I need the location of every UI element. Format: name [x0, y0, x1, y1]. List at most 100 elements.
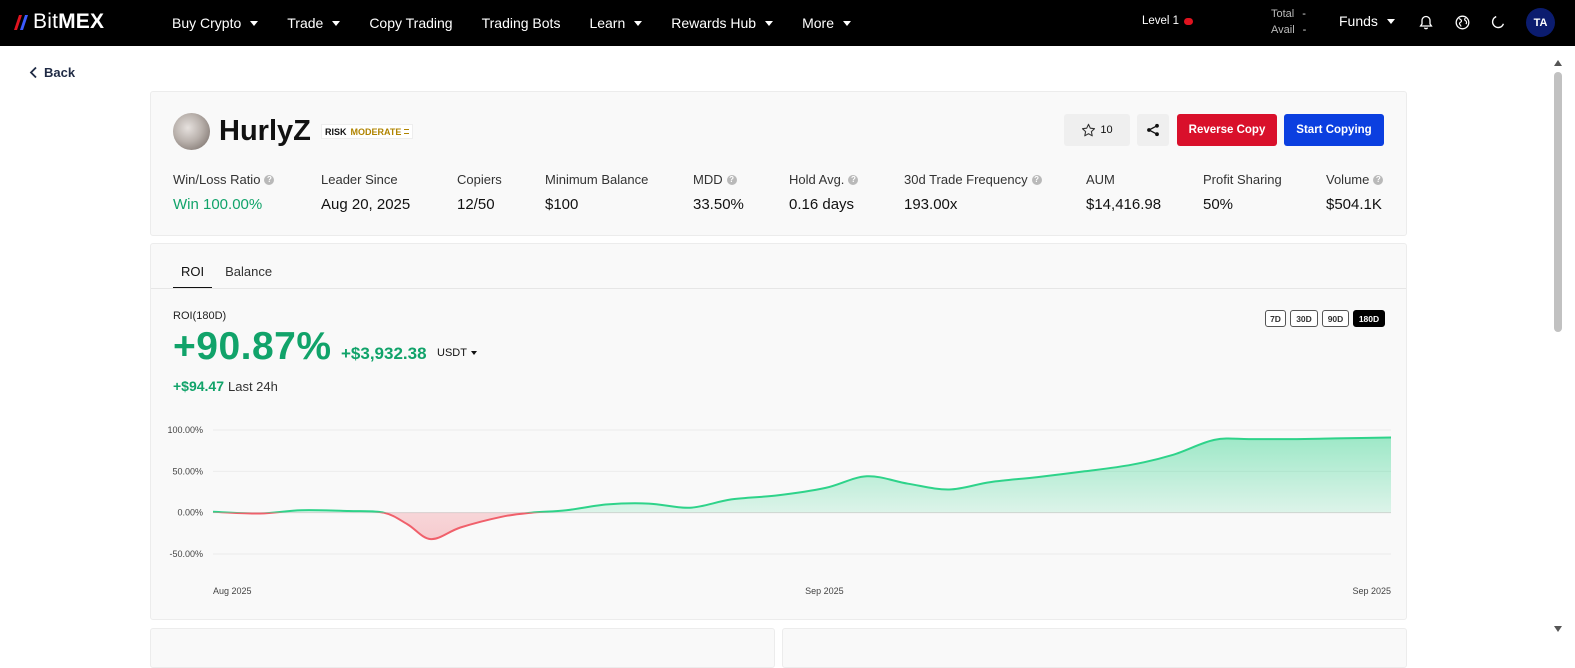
last24-label: Last 24h — [228, 379, 278, 394]
nav-more[interactable]: More — [802, 15, 851, 31]
range-90d[interactable]: 90D — [1322, 310, 1349, 327]
scroll-thumb[interactable] — [1554, 72, 1562, 332]
stat-key: 30d Trade Frequency — [904, 172, 1028, 187]
nav-copy-trading[interactable]: Copy Trading — [369, 15, 452, 31]
stat-key: Win/Loss Ratio — [173, 172, 261, 187]
nav-label: Learn — [589, 15, 626, 31]
stat-aum: AUM $14,416.98 — [1086, 172, 1161, 213]
roi-period-label: ROI(180D) — [173, 310, 227, 322]
tab-roi[interactable]: ROI — [173, 244, 213, 289]
roi-area-negative — [213, 512, 1391, 540]
share-button[interactable] — [1137, 114, 1169, 146]
stat-key: Hold Avg. — [789, 172, 845, 187]
y-tick-label: -50.00% — [169, 549, 203, 559]
risk-level-icon — [404, 129, 410, 134]
stat-leader-since: Leader Since Aug 20, 2025 — [321, 172, 410, 213]
stat-mdd: MDD? 33.50% — [693, 172, 744, 213]
stat-key: Copiers — [457, 172, 502, 187]
range-180d[interactable]: 180D — [1353, 310, 1385, 327]
x-axis: Aug 2025 Sep 2025 Sep 2025 — [213, 586, 1391, 596]
main-menu: Buy Crypto Trade Copy Trading Trading Bo… — [172, 0, 880, 46]
balance-summary: Total - Avail - — [1271, 6, 1306, 38]
nav-label: Trade — [287, 15, 324, 31]
back-label: Back — [44, 65, 76, 80]
chevron-left-icon — [29, 66, 37, 79]
stat-value: 12/50 — [457, 196, 495, 213]
stat-profit-sharing: Profit Sharing 50% — [1203, 172, 1282, 213]
stat-key: Leader Since — [321, 172, 398, 187]
y-tick-label: 0.00% — [177, 508, 203, 518]
stat-value: 193.00x — [904, 196, 958, 213]
last24-value: +$94.47 — [173, 378, 224, 394]
globe-icon[interactable] — [1453, 13, 1471, 31]
account-level[interactable]: Level 1 — [1142, 15, 1194, 27]
stat-key: Profit Sharing — [1203, 172, 1282, 187]
nav-trading-bots[interactable]: Trading Bots — [482, 15, 561, 31]
funds-menu[interactable]: Funds — [1339, 13, 1395, 29]
nav-trade[interactable]: Trade — [287, 15, 341, 31]
stat-value: $100 — [545, 196, 579, 213]
chevron-down-icon — [843, 20, 851, 26]
favorite-button[interactable]: 10 — [1064, 114, 1130, 146]
page-scrollbar[interactable] — [1552, 58, 1564, 638]
brand-mex: MEX — [58, 10, 105, 33]
user-avatar[interactable]: TA — [1526, 8, 1555, 37]
help-icon[interactable]: ? — [726, 174, 737, 185]
reverse-copy-button[interactable]: Reverse Copy — [1177, 114, 1277, 146]
scroll-down-icon[interactable] — [1553, 624, 1563, 634]
chevron-down-icon — [1386, 18, 1395, 24]
stat-value: $14,416.98 — [1086, 196, 1162, 213]
help-icon[interactable]: ? — [848, 174, 859, 185]
divider — [151, 288, 1406, 289]
trader-profile-card: HurlyZ RISK MODERATE 10 Reverse Copy Sta… — [150, 91, 1407, 236]
avail-value: - — [1302, 24, 1307, 36]
bitmex-logo[interactable]: Bit MEX — [11, 10, 104, 34]
nav-rewards-hub[interactable]: Rewards Hub — [671, 15, 774, 31]
roi-last-24h: +$94.47 Last 24h — [173, 378, 278, 394]
stat-win-loss: Win/Loss Ratio? Win 100.00% — [173, 172, 275, 213]
chart-tabs: ROI Balance — [173, 244, 285, 289]
currency-select[interactable]: USDT — [437, 347, 477, 359]
range-7d[interactable]: 7D — [1265, 310, 1286, 327]
stat-value: 33.50% — [693, 196, 744, 213]
favorite-count: 10 — [1100, 124, 1113, 136]
nav-buy-crypto[interactable]: Buy Crypto — [172, 15, 259, 31]
top-nav: Bit MEX Buy Crypto Trade Copy Trading Tra… — [0, 0, 1575, 46]
help-icon[interactable]: ? — [1373, 174, 1384, 185]
start-copying-button[interactable]: Start Copying — [1284, 114, 1384, 146]
roi-percent: +90.87% — [173, 325, 332, 368]
total-value: - — [1302, 8, 1306, 20]
nav-label: Copy Trading — [369, 15, 453, 31]
stat-copiers: Copiers 12/50 — [457, 172, 502, 213]
risk-value: MODERATE — [350, 126, 402, 137]
level-label: Level 1 — [1142, 15, 1180, 27]
total-label: Total — [1271, 8, 1295, 20]
help-icon[interactable]: ? — [264, 174, 275, 185]
bell-icon[interactable] — [1417, 13, 1435, 31]
stat-value: Win 100.00% — [173, 196, 263, 213]
nav-label: Rewards Hub — [671, 15, 757, 31]
level-status-dot — [1184, 17, 1194, 25]
y-axis: 100.00% 50.00% 0.00% -50.00% — [167, 425, 203, 559]
chevron-down-icon — [332, 20, 341, 26]
moon-icon[interactable] — [1489, 13, 1507, 31]
scroll-up-icon[interactable] — [1553, 58, 1563, 68]
nav-learn[interactable]: Learn — [589, 15, 643, 31]
range-30d[interactable]: 30D — [1290, 310, 1318, 327]
back-link[interactable]: Back — [29, 65, 75, 80]
stat-key: MDD — [693, 172, 723, 187]
funds-label: Funds — [1339, 13, 1378, 29]
chevron-down-icon — [634, 20, 643, 26]
x-tick-label: Sep 2025 — [805, 586, 844, 596]
currency-label: USDT — [437, 347, 467, 359]
help-icon[interactable]: ? — [1031, 174, 1042, 185]
roi-chart: 100.00% 50.00% 0.00% -50.00% Aug 2025 Sep 20… — [167, 425, 1392, 596]
nav-label: Trading Bots — [481, 15, 561, 31]
stat-key: AUM — [1086, 172, 1115, 187]
share-icon — [1147, 123, 1159, 137]
stat-value: Aug 20, 2025 — [321, 196, 411, 213]
star-icon — [1082, 123, 1096, 136]
trader-name: HurlyZ — [219, 115, 311, 147]
stat-value: $504.1K — [1326, 196, 1382, 213]
tab-balance[interactable]: Balance — [225, 264, 273, 279]
